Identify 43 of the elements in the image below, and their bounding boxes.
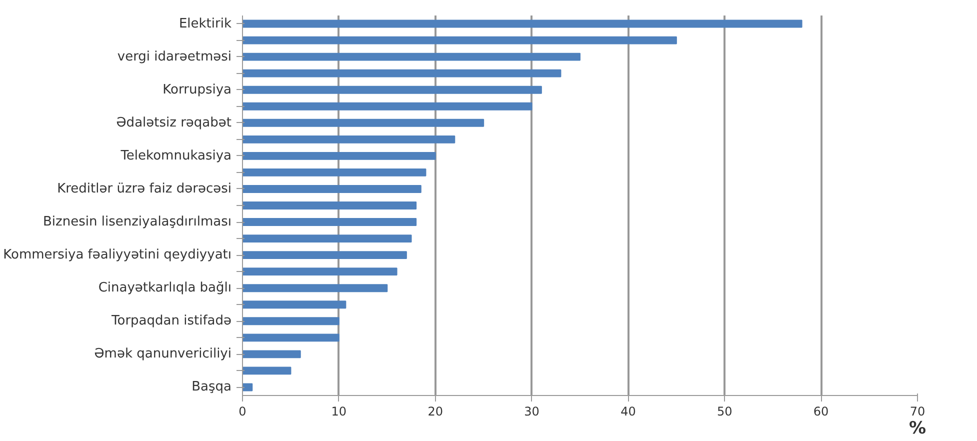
y-tick-label: Biznesin lisenziyalaşdırılması <box>43 214 232 230</box>
y-tick-label: Telekomnukasiya <box>120 148 232 164</box>
bar <box>242 284 388 292</box>
y-tick-label: Elektirik <box>178 16 232 32</box>
x-tick-label: 10 <box>331 404 347 418</box>
bar <box>242 202 417 210</box>
bar <box>242 20 802 28</box>
y-tick-label: Kommersiya fəaliyyətini qeydiyyatı <box>3 248 232 263</box>
bar <box>242 218 417 226</box>
bar <box>242 268 398 276</box>
x-tick-label: 20 <box>428 404 444 418</box>
y-tick-label: Başqa <box>192 380 232 395</box>
bar <box>242 135 456 144</box>
bar <box>242 334 340 342</box>
bar <box>242 152 436 160</box>
bar <box>242 102 532 110</box>
y-tick-label: Cinayətkarlıqla bağlı <box>98 280 232 296</box>
y-tick-label: vergi idarəetməsi <box>117 49 232 64</box>
bar <box>242 52 580 61</box>
y-tick-label: Korrupsiya <box>162 82 232 98</box>
bar <box>242 300 346 309</box>
x-tick-label: 0 <box>238 404 246 418</box>
bar <box>242 185 422 193</box>
y-tick-label: Ədalətsiz rəqabət <box>116 115 232 130</box>
y-tick-label: Torpaqdan istifadə <box>110 314 232 329</box>
bar <box>242 118 484 127</box>
x-tick-label: 30 <box>524 404 540 418</box>
x-tick-label: 40 <box>620 404 636 418</box>
y-tick-label: Əmək qanunvericiliyi <box>94 346 232 362</box>
bar <box>242 36 677 44</box>
x-tick-label: 50 <box>717 404 732 418</box>
x-axis-title: % <box>908 418 926 438</box>
bar <box>242 366 292 375</box>
bar <box>242 317 340 326</box>
bar <box>242 234 412 243</box>
bar <box>242 350 301 358</box>
x-tick-label: 60 <box>813 404 829 418</box>
bar <box>242 251 407 260</box>
x-tick-label: 70 <box>910 404 926 418</box>
bar <box>242 69 562 78</box>
y-tick-label: Kreditlər üzrə faiz dərəcəsi <box>57 181 232 196</box>
bar <box>242 168 426 176</box>
bar <box>242 86 542 94</box>
